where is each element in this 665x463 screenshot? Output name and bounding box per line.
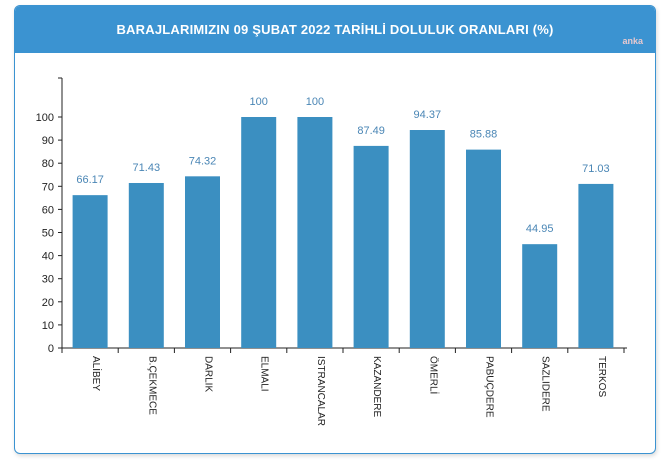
bar-5 <box>353 145 389 348</box>
y-tick-label: 30 <box>42 274 54 286</box>
chart-card: BARAJLARIMIZIN 09 ŞUBAT 2022 TARİHLİ DOL… <box>14 5 656 454</box>
bar-4 <box>297 117 333 348</box>
y-tick-label: 70 <box>42 181 54 193</box>
data-label: 66.17 <box>76 174 104 186</box>
data-label: 87.49 <box>357 125 385 137</box>
x-tick-label: KAZANDERE <box>371 356 382 417</box>
x-tick-label: ALİBEY <box>90 356 103 391</box>
bar-7 <box>466 149 501 348</box>
data-label: 100 <box>250 96 268 108</box>
bar-9 <box>578 183 614 348</box>
x-tick-label: ISTRANCALAR <box>315 356 326 426</box>
y-tick-label: 0 <box>48 343 54 355</box>
x-tick-label: PABUÇDERE <box>484 356 495 418</box>
bar-6 <box>409 130 445 348</box>
bar-2 <box>185 176 220 348</box>
data-label: 100 <box>306 96 324 108</box>
x-tick-label: B.ÇEKMECE <box>146 356 157 415</box>
chart-header: BARAJLARIMIZIN 09 ŞUBAT 2022 TARİHLİ DOL… <box>15 6 655 53</box>
y-tick-label: 90 <box>42 135 54 147</box>
y-tick-label: 80 <box>42 158 54 170</box>
x-tick-label: ELMALI <box>259 356 270 392</box>
y-tick-label: 20 <box>42 297 54 309</box>
bar-3 <box>241 117 277 348</box>
y-tick-label: 10 <box>42 320 54 332</box>
x-tick-label: SAZLIDERE <box>540 356 551 412</box>
data-label: 71.03 <box>582 163 610 175</box>
x-tick-label: TERKOS <box>596 356 607 397</box>
x-tick-label: DARLIK <box>203 356 214 392</box>
bar-1 <box>128 182 164 348</box>
bar-8 <box>522 244 558 348</box>
bar-0 <box>72 195 108 348</box>
x-tick-label: ÖMERLİ <box>427 356 440 394</box>
y-tick-label: 40 <box>42 251 54 263</box>
y-tick-label: 50 <box>42 228 54 240</box>
data-label: 94.37 <box>414 109 442 121</box>
data-label: 71.43 <box>133 162 161 174</box>
data-label: 85.88 <box>470 129 498 141</box>
data-label: 44.95 <box>526 223 554 235</box>
y-tick-label: 60 <box>42 204 54 216</box>
y-tick-label: 100 <box>36 112 54 124</box>
data-label: 74.32 <box>189 155 217 167</box>
bar-chart: 0 10 20 30 40 50 60 70 80 90 100 66.17 ALİBEY 71.43 B.… <box>36 77 627 426</box>
watermark-logo: anka <box>622 36 643 46</box>
chart-title: BARAJLARIMIZIN 09 ŞUBAT 2022 TARİHLİ DOL… <box>116 22 554 37</box>
